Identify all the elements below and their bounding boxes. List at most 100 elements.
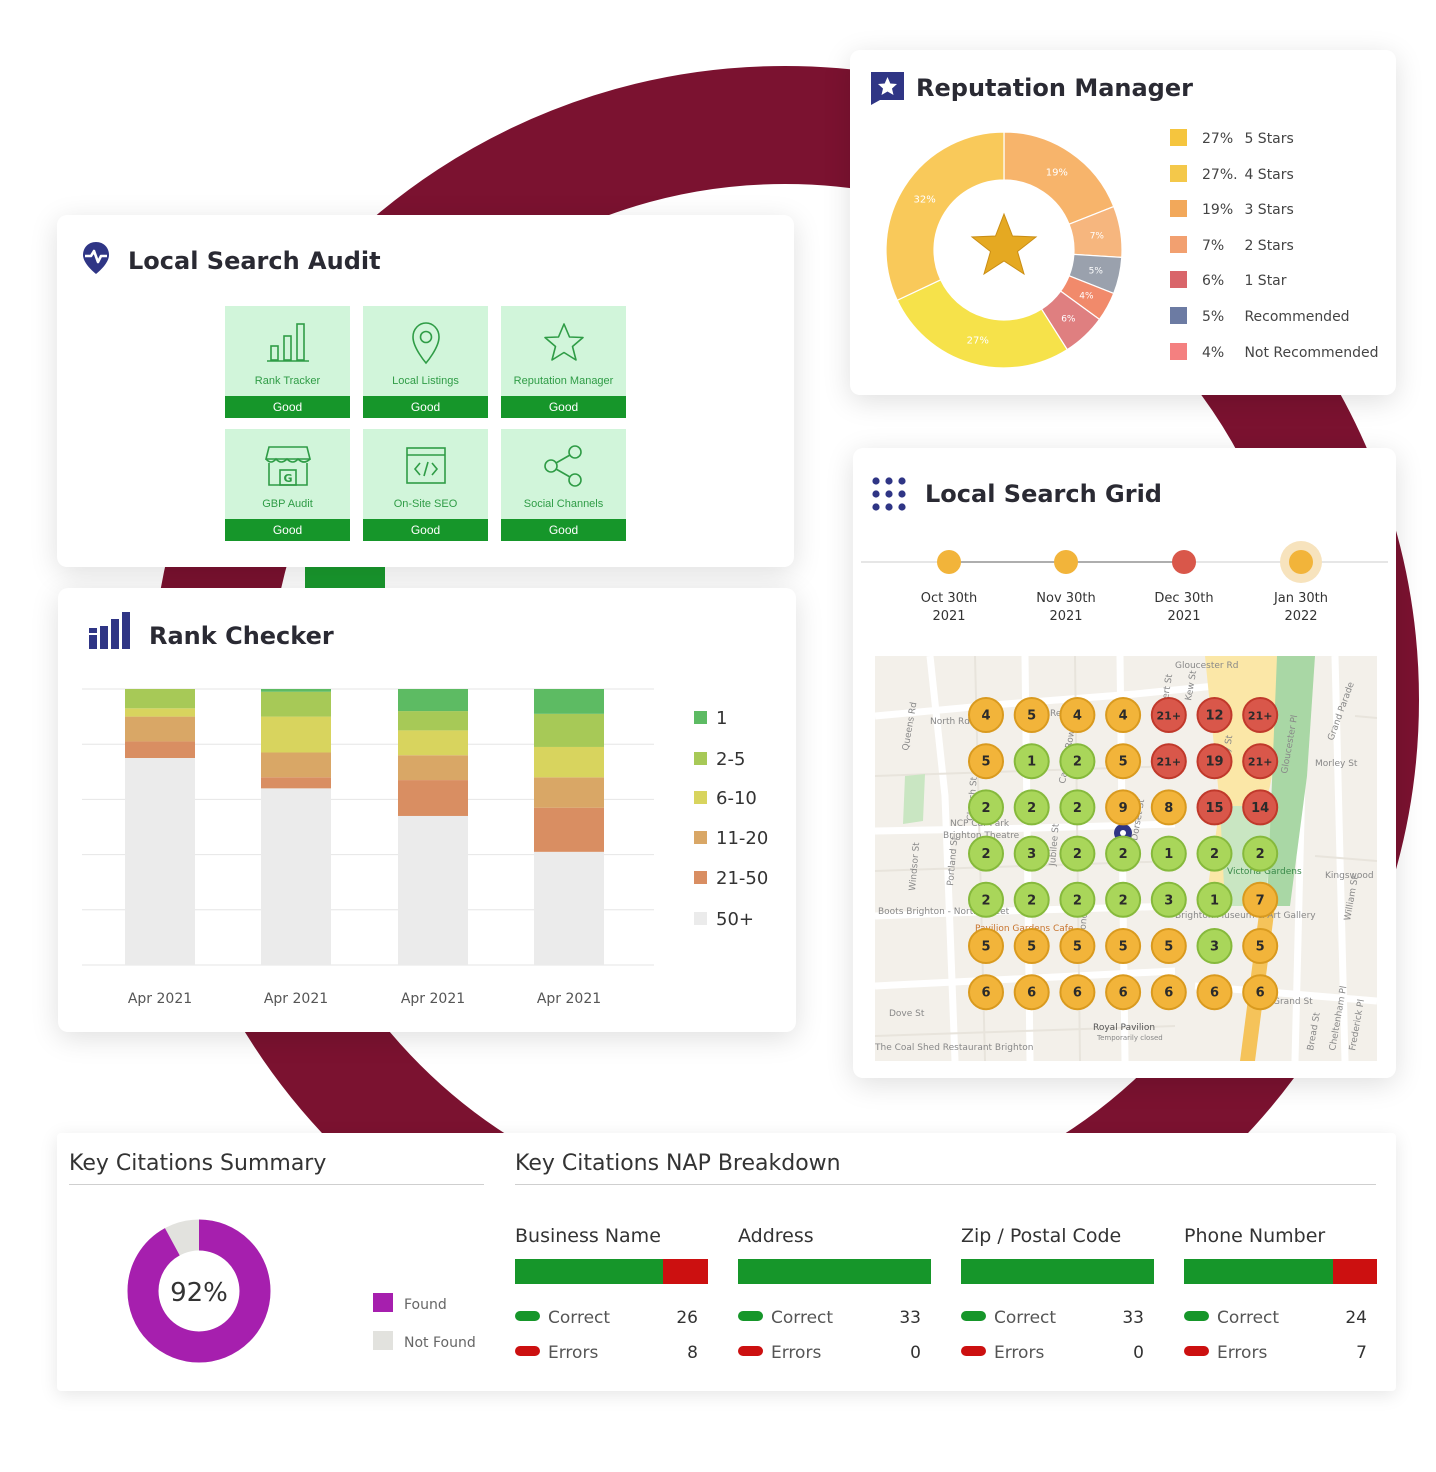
tile-rank-tracker[interactable]: Rank Tracker Good: [225, 306, 350, 418]
status-badge: Good: [501, 519, 626, 541]
grid-rank-marker[interactable]: 2: [1059, 835, 1096, 872]
svg-text:Boots Brighton - North Street: Boots Brighton - North Street: [878, 907, 1010, 917]
grid-rank-marker[interactable]: 8: [1150, 789, 1187, 826]
timeline-dot[interactable]: [1172, 550, 1196, 574]
grid-rank-value: 21+: [1248, 710, 1273, 723]
svg-text:Temporarily closed: Temporarily closed: [1096, 1034, 1163, 1042]
reputation-legend-item: 4% Not Recommended: [1170, 342, 1379, 361]
tile-social-channels[interactable]: Social Channels Good: [501, 429, 626, 541]
grid-rank-marker[interactable]: 7: [1242, 881, 1279, 918]
grid-rank-value: 2: [1073, 893, 1082, 908]
grid-rank-marker[interactable]: 2: [1105, 881, 1142, 918]
grid-rank-marker[interactable]: 2: [1059, 881, 1096, 918]
legend-swatch: [694, 711, 707, 724]
grid-rank-marker[interactable]: 6: [968, 974, 1004, 1011]
tile-label: GBP Audit: [262, 498, 313, 510]
grid-rank-marker[interactable]: 2: [968, 881, 1004, 918]
legend-percent: 7%: [1202, 237, 1225, 254]
timeline-date[interactable]: Oct 30th 2021: [920, 591, 978, 624]
grid-rank-value: 1: [1210, 893, 1219, 908]
tile-on-site-seo[interactable]: On-Site SEO Good: [363, 429, 488, 541]
star-icon: [543, 323, 584, 361]
tile-label: Social Channels: [523, 498, 604, 510]
status-badge: Good: [363, 396, 488, 418]
grid-rank-marker[interactable]: 15: [1196, 789, 1233, 826]
timeline-date[interactable]: Jan 30th 2022: [1273, 591, 1329, 624]
grid-rank-marker[interactable]: 1: [1013, 743, 1050, 780]
grid-rank-marker[interactable]: 5: [1150, 928, 1187, 964]
rank-stacked-bar-chart: Apr 2021 Apr 2021 Apr 2021 Apr 2021: [82, 688, 654, 1007]
grid-rank-marker[interactable]: 1: [1150, 835, 1187, 872]
grid-rank-marker[interactable]: 14: [1242, 789, 1279, 826]
grid-rank-marker[interactable]: 19: [1196, 743, 1233, 780]
grid-rank-marker[interactable]: 4: [1059, 697, 1096, 733]
grid-rank-marker[interactable]: 6: [1105, 974, 1142, 1011]
correct-bar: [738, 1259, 931, 1284]
row-count: 7: [1356, 1343, 1367, 1363]
grid-rank-marker[interactable]: 5: [1105, 743, 1142, 780]
grid-rank-marker[interactable]: 2: [1013, 881, 1050, 918]
grid-rank-marker[interactable]: 5: [968, 928, 1004, 964]
grid-rank-value: 4: [1119, 709, 1128, 724]
tile-local-listings[interactable]: Local Listings Good: [363, 306, 488, 418]
grid-rank-marker[interactable]: 3: [1150, 881, 1187, 918]
legend-label: 4 Stars: [1240, 166, 1294, 183]
svg-text:Portland St: Portland St: [946, 836, 960, 887]
status-badge: Good: [225, 519, 350, 541]
timeline-dot[interactable]: [1054, 550, 1078, 574]
grid-rank-marker[interactable]: 6: [1242, 974, 1279, 1011]
rank-checker-title: Rank Checker: [149, 622, 334, 650]
grid-rank-marker[interactable]: 9: [1105, 789, 1142, 826]
grid-rank-value: 2: [1027, 801, 1036, 816]
grid-rank-marker[interactable]: 6: [1196, 974, 1233, 1011]
grid-rank-marker[interactable]: 2: [1105, 835, 1142, 872]
svg-text:Windsor St: Windsor St: [908, 841, 922, 891]
grid-rank-marker[interactable]: 5: [1059, 928, 1096, 964]
grid-rank-marker[interactable]: 2: [1013, 789, 1050, 826]
grid-rank-marker[interactable]: 2: [968, 789, 1004, 826]
timeline-date[interactable]: Dec 30th 2021: [1154, 591, 1214, 624]
grid-rank-marker[interactable]: 2: [1242, 835, 1279, 872]
tile-reputation-manager[interactable]: Reputation Manager Good: [501, 306, 626, 418]
legend-label: Not Recommended: [1240, 344, 1379, 361]
timeline-dot-selected[interactable]: [1289, 550, 1313, 574]
grid-rank-marker[interactable]: 21+: [1242, 743, 1279, 780]
legend-label: 3 Stars: [1240, 202, 1294, 219]
grid-rank-marker[interactable]: 12: [1196, 697, 1233, 733]
grid-rank-marker[interactable]: 2: [1059, 743, 1096, 780]
grid-rank-marker[interactable]: 6: [1059, 974, 1096, 1011]
donut-slice: [886, 132, 1005, 302]
legend-percent: 4%: [1202, 344, 1225, 361]
grid-rank-marker[interactable]: 5: [968, 743, 1004, 780]
grid-rank-marker[interactable]: 5: [1242, 928, 1279, 964]
grid-rank-marker[interactable]: 5: [1013, 928, 1050, 964]
grid-rank-marker[interactable]: 2: [1059, 789, 1096, 826]
tile-gbp-audit[interactable]: G GBP Audit Good: [225, 429, 350, 541]
grid-rank-marker[interactable]: 3: [1013, 835, 1050, 872]
grid-rank-value: 2: [1073, 801, 1082, 816]
grid-rank-value: 14: [1251, 801, 1269, 816]
grid-rank-marker[interactable]: 6: [1013, 974, 1050, 1011]
svg-text:Grand St: Grand St: [1273, 997, 1313, 1007]
timeline-dot[interactable]: [937, 550, 961, 574]
date-timeline: [861, 541, 1388, 583]
grid-rank-marker[interactable]: 6: [1150, 974, 1187, 1011]
reputation-manager-card: Reputation Manager 19% 7% 5% 4% 6% 27% 32% 27%…: [850, 50, 1396, 395]
grid-rank-marker[interactable]: 4: [968, 697, 1004, 733]
grid-map[interactable]: Gloucester Rd North Rd Queens Rd Grand P…: [875, 656, 1377, 1061]
grid-rank-marker[interactable]: 5: [1013, 697, 1050, 733]
grid-rank-marker[interactable]: 5: [1105, 928, 1142, 964]
grid-rank-marker[interactable]: 21+: [1150, 697, 1187, 733]
timeline-date[interactable]: Nov 30th 2021: [1036, 591, 1096, 624]
grid-rank-marker[interactable]: 4: [1105, 697, 1142, 733]
map-pin-icon: [411, 322, 440, 365]
status-pill: [1184, 1346, 1209, 1356]
row-label: Correct: [994, 1308, 1057, 1328]
grid-rank-marker[interactable]: 2: [1196, 835, 1233, 872]
grid-rank-marker[interactable]: 3: [1196, 928, 1233, 964]
grid-rank-marker[interactable]: 21+: [1242, 697, 1279, 733]
grid-rank-marker[interactable]: 2: [968, 835, 1004, 872]
grid-rank-value: 5: [981, 940, 990, 955]
grid-rank-marker[interactable]: 1: [1196, 881, 1233, 918]
grid-rank-marker[interactable]: 21+: [1150, 743, 1187, 780]
